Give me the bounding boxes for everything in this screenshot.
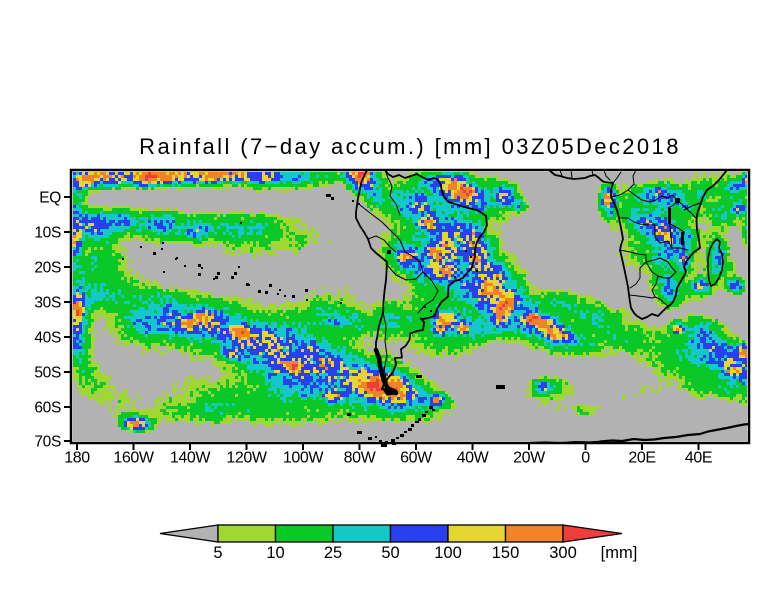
svg-text:30S: 30S	[34, 295, 61, 312]
svg-text:180: 180	[64, 450, 90, 467]
svg-text:20W: 20W	[513, 450, 546, 467]
svg-text:140W: 140W	[170, 450, 211, 467]
svg-text:20S: 20S	[34, 260, 61, 277]
svg-text:300: 300	[549, 544, 577, 562]
svg-text:20E: 20E	[628, 450, 655, 467]
svg-text:50S: 50S	[34, 365, 61, 382]
svg-text:60W: 60W	[400, 450, 433, 467]
svg-text:40E: 40E	[685, 450, 712, 467]
svg-text:80W: 80W	[344, 450, 377, 467]
svg-text:50: 50	[381, 544, 399, 562]
svg-text:100: 100	[434, 544, 462, 562]
svg-text:25: 25	[324, 544, 342, 562]
svg-text:Rainfall (7−day accum.) [mm] 0: Rainfall (7−day accum.) [mm] 03Z05Dec201…	[139, 134, 681, 159]
svg-text:160W: 160W	[113, 450, 154, 467]
svg-text:150: 150	[492, 544, 520, 562]
svg-text:40W: 40W	[457, 450, 490, 467]
svg-text:10S: 10S	[34, 225, 61, 242]
svg-text:100W: 100W	[283, 450, 324, 467]
svg-text:40S: 40S	[34, 330, 61, 347]
svg-text:60S: 60S	[34, 400, 61, 417]
svg-text:0: 0	[581, 450, 590, 467]
svg-text:70S: 70S	[34, 434, 61, 451]
svg-text:EQ: EQ	[39, 190, 61, 207]
svg-text:10: 10	[266, 544, 284, 562]
svg-text:5: 5	[213, 544, 222, 562]
svg-text:[mm]: [mm]	[601, 544, 638, 562]
svg-text:120W: 120W	[226, 450, 267, 467]
